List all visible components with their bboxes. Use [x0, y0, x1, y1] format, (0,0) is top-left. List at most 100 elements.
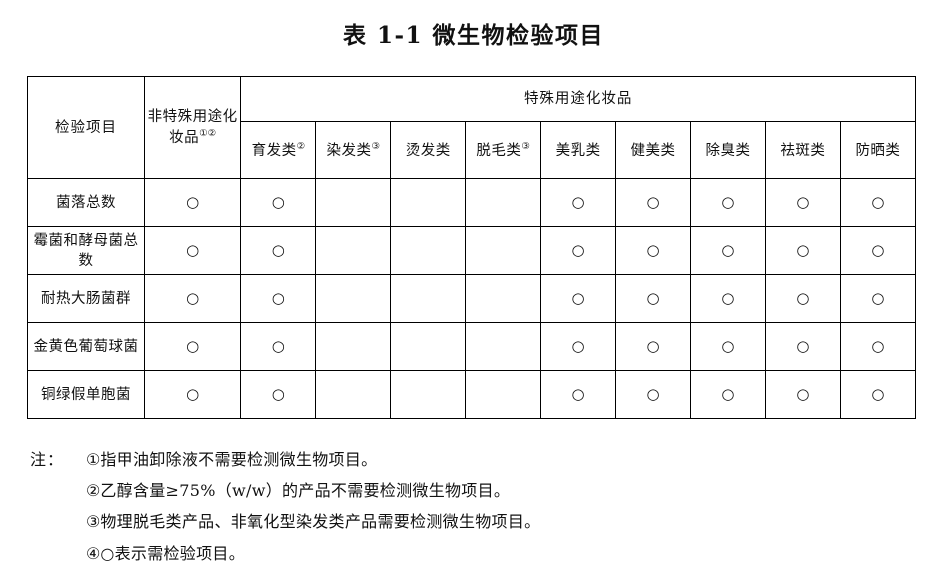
- notes-prefix: 注：: [30, 450, 65, 469]
- required-mark-icon: ○: [571, 336, 585, 355]
- required-mark-icon: ○: [646, 192, 660, 211]
- cell-special-4: ○: [540, 274, 617, 323]
- required-mark-icon: ○: [186, 336, 200, 355]
- cell-special-4: ○: [540, 226, 617, 275]
- microbiology-test-table-container: 检验项目 非特殊用途化妆品①② 特殊用途化妆品 育发类② 染发类③ 烫发类 脱毛…: [27, 76, 917, 419]
- row-header-test-item: 铜绿假单胞菌: [27, 370, 145, 419]
- column-header-hair-growth: 育发类②: [240, 121, 317, 179]
- required-mark-icon: ○: [721, 384, 735, 403]
- cell-special-5: ○: [615, 226, 691, 275]
- required-mark-icon: ○: [271, 336, 285, 355]
- required-mark-icon: ○: [271, 192, 285, 211]
- required-mark-icon: ○: [721, 192, 735, 211]
- cell-special-8: ○: [839, 322, 917, 371]
- cell-special-1: [315, 274, 392, 323]
- table-row: 耐热大肠菌群 ○ ○ ○ ○ ○ ○ ○: [27, 274, 917, 323]
- cell-special-1: [315, 322, 392, 371]
- cell-special-7: ○: [764, 178, 841, 227]
- table-row: 铜绿假单胞菌 ○ ○ ○ ○ ○ ○ ○: [27, 370, 917, 419]
- required-mark-icon: ○: [186, 384, 200, 403]
- required-mark-icon: ○: [796, 384, 810, 403]
- column-header-body-shaping: 健美类: [615, 121, 691, 179]
- required-mark-icon: ○: [571, 384, 585, 403]
- required-mark-icon: ○: [186, 192, 200, 211]
- table-body: 菌落总数 ○ ○ ○ ○ ○ ○ ○ 霉菌和酵母菌总数 ○ ○ ○ ○ ○ ○ ○ 耐热大肠菌群 ○ ○ ○ ○ ○ ○ ○ 金…: [27, 178, 917, 419]
- cell-special-4: ○: [540, 322, 617, 371]
- sub-header-label: 美乳类: [555, 142, 601, 159]
- sub-header-footnote-ref: ③: [371, 140, 381, 152]
- table-head: 检验项目 非特殊用途化妆品①② 特殊用途化妆品 育发类② 染发类③ 烫发类 脱毛…: [27, 76, 917, 179]
- required-mark-icon: ○: [271, 240, 285, 259]
- cell-special-2: [390, 370, 467, 419]
- cell-special-7: ○: [764, 226, 841, 275]
- required-mark-icon: ○: [646, 336, 660, 355]
- required-mark-icon: ○: [646, 384, 660, 403]
- cell-special-3: [465, 226, 542, 275]
- column-header-deodorant: 除臭类: [690, 121, 766, 179]
- column-header-sunscreen: 防晒类: [839, 121, 917, 179]
- sub-header-footnote-ref: ②: [296, 140, 306, 152]
- cell-special-3: [465, 274, 542, 323]
- required-mark-icon: ○: [186, 288, 200, 307]
- cell-special-7: ○: [764, 370, 841, 419]
- required-mark-icon: ○: [571, 240, 585, 259]
- sub-header-footnote-ref: ③: [521, 140, 530, 152]
- cell-special-1: [315, 226, 392, 275]
- cell-special-7: ○: [764, 274, 841, 323]
- cell-special-6: ○: [690, 322, 766, 371]
- table-row: 霉菌和酵母菌总数 ○ ○ ○ ○ ○ ○ ○: [27, 226, 917, 275]
- cell-special-0: ○: [240, 226, 317, 275]
- sub-header-label: 除臭类: [705, 142, 751, 159]
- page-title: 表 1-1 微生物检验项目: [342, 22, 605, 49]
- cell-special-3: [465, 178, 542, 227]
- required-mark-icon: ○: [871, 384, 885, 403]
- nonspecial-footnote-refs: ①②: [199, 128, 217, 140]
- cell-nonspecial: ○: [143, 370, 242, 419]
- cell-special-0: ○: [240, 178, 317, 227]
- cell-special-0: ○: [240, 274, 317, 323]
- cell-nonspecial: ○: [143, 226, 242, 275]
- sub-header-label: 祛斑类: [780, 142, 826, 159]
- required-mark-icon: ○: [271, 384, 285, 403]
- cell-special-2: [390, 274, 467, 323]
- header-row-group: 检验项目 非特殊用途化妆品①② 特殊用途化妆品: [27, 76, 916, 179]
- cell-special-2: [390, 178, 467, 227]
- cell-special-8: ○: [839, 274, 917, 323]
- cell-special-3: [465, 322, 542, 371]
- note-marker: ①: [86, 450, 101, 469]
- cell-special-8: ○: [839, 178, 917, 227]
- cell-special-5: ○: [615, 274, 691, 323]
- note-item: ② 乙醇含量≥75%（w/w）的产品不需要检测微生物项目。: [30, 475, 930, 506]
- required-mark-icon: ○: [721, 336, 735, 355]
- cell-special-6: ○: [690, 370, 766, 419]
- cell-special-6: ○: [690, 226, 766, 275]
- column-header-nonspecial-cosmetics: 非特殊用途化妆品①②: [143, 76, 242, 179]
- required-mark-icon: ○: [721, 240, 735, 259]
- sub-header-label: 育发类: [251, 142, 297, 159]
- cell-special-5: ○: [615, 322, 691, 371]
- note-item: 注： ① 指甲油卸除液不需要检测微生物项目。: [30, 444, 930, 475]
- table-row: 菌落总数 ○ ○ ○ ○ ○ ○ ○: [27, 178, 917, 227]
- cell-special-8: ○: [839, 370, 917, 419]
- note-marker: ③: [86, 512, 101, 532]
- note-text: ○表示需检验项目。: [100, 543, 246, 563]
- sub-header-label: 脱毛类: [476, 142, 522, 159]
- cell-special-5: ○: [615, 178, 691, 227]
- column-group-header-special-cosmetics: 特殊用途化妆品: [240, 76, 916, 122]
- sub-header-label: 防晒类: [855, 142, 901, 159]
- cell-special-7: ○: [764, 322, 841, 371]
- note-text: 指甲油卸除液不需要检测微生物项目。: [100, 450, 378, 469]
- cell-special-4: ○: [540, 370, 617, 419]
- required-mark-icon: ○: [871, 240, 885, 259]
- required-mark-icon: ○: [796, 240, 810, 259]
- note-item: ④ ○表示需检验项目。: [30, 538, 930, 569]
- cell-nonspecial: ○: [143, 274, 242, 323]
- required-mark-icon: ○: [871, 192, 885, 211]
- cell-special-6: ○: [690, 274, 766, 323]
- table-notes: 注： ① 指甲油卸除液不需要检测微生物项目。 ② 乙醇含量≥75%（w/w）的产品不需…: [30, 444, 930, 569]
- row-header-test-item: 菌落总数: [27, 178, 145, 227]
- note-item: ③ 物理脱毛类产品、非氧化型染发类产品需要检测微生物项目。: [30, 506, 930, 537]
- required-mark-icon: ○: [186, 240, 200, 259]
- row-header-test-item: 金黄色葡萄球菌: [27, 322, 145, 371]
- cell-special-2: [390, 322, 467, 371]
